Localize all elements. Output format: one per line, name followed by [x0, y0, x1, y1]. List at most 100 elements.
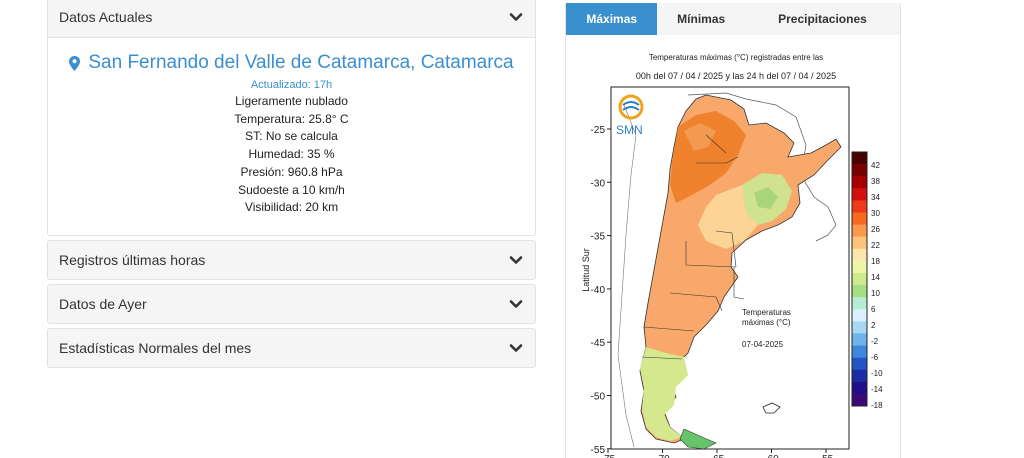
scale-swatch [852, 188, 867, 201]
sky-condition: Ligeramente nublado [235, 94, 348, 108]
scale-swatch [852, 272, 867, 286]
scale-label: 22 [871, 241, 880, 250]
chevron-down-icon[interactable] [509, 297, 523, 311]
y-tick-label: -55 [591, 445, 606, 456]
map-title-line2: 00h del 07 / 04 / 2025 y las 24 h del 07… [636, 71, 836, 81]
smn-logo-icon [618, 94, 644, 120]
scale-swatch [852, 285, 867, 298]
sensacion-termica: ST: No se calcula [245, 129, 338, 144]
scale-label: 18 [871, 257, 880, 266]
axis-ticks: -25-30-35-40-45-50-55-75-70-65-60-55 [591, 125, 834, 458]
scale-label: 10 [871, 289, 880, 298]
visibility: Visibilidad: 20 km [244, 200, 339, 215]
map-date: 07-04-2025 [742, 340, 783, 349]
x-tick-label: -55 [819, 454, 834, 458]
scale-label: 2 [871, 321, 876, 330]
scale-swatch [852, 212, 867, 225]
scale-swatch [852, 297, 867, 310]
scale-swatch [852, 333, 867, 346]
scale-label: 14 [871, 273, 880, 282]
temperature-map: Temperaturas máximas (°C) registradas en… [581, 53, 883, 458]
smn-logo-waves [622, 101, 640, 111]
chile-coast [617, 104, 637, 448]
weather-info: Ligeramente nublado Temperatura: 25.8° C… [48, 93, 535, 217]
y-tick-label: -30 [591, 178, 606, 189]
scale-label: -2 [871, 337, 879, 346]
scale-swatch [852, 321, 867, 334]
datos-actuales-body: San Fernando del Valle de Catamarca, Cat… [48, 37, 535, 235]
x-tick-label: -60 [764, 454, 779, 458]
color-scale: 42 38 34 30 26 22 18 14 10 6 2 -2 -6 -10 -14 -18 [851, 151, 883, 410]
map-marker-icon [69, 55, 81, 71]
scale-label: 30 [871, 209, 880, 218]
chevron-down-icon[interactable] [509, 253, 523, 267]
scale-label: 38 [871, 177, 880, 186]
y-tick-label: -45 [591, 338, 606, 349]
estadisticas-title: Estadísticas Normales del mes [59, 340, 252, 356]
province-borders [641, 134, 745, 360]
datos-ayer-title: Datos de Ayer [59, 296, 147, 312]
scale-label: -18 [871, 401, 883, 410]
y-axis-label: Latitud Sur [581, 248, 591, 292]
legend-label-line1: Temperaturas [742, 308, 791, 317]
scale-swatch [852, 381, 867, 395]
x-tick-label: -75 [601, 454, 616, 458]
location-name: San Fernando del Valle de Catamarca, Cat… [88, 52, 514, 73]
pale-zone [698, 185, 758, 249]
scale-swatch [852, 224, 867, 237]
scale-label: 6 [871, 305, 876, 314]
datos-ayer-header[interactable]: Datos de Ayer [48, 285, 535, 323]
y-tick-label: -25 [591, 125, 606, 136]
smn-logo-text: SMN [616, 123, 643, 137]
scale-label: -6 [871, 353, 879, 362]
estadisticas-panel[interactable]: Estadísticas Normales del mes [47, 328, 536, 368]
map-tabs: Máximas Mínimas Precipitaciones [566, 3, 900, 35]
estadisticas-header[interactable]: Estadísticas Normales del mes [48, 329, 535, 367]
scale-label: 42 [871, 161, 880, 170]
temperature: Temperatura: 25.8° C [234, 111, 349, 126]
map-title-line1: Temperaturas máximas (°C) registradas en… [649, 53, 823, 62]
y-tick-label: -35 [591, 232, 606, 243]
malvinas [762, 402, 781, 414]
tab-precipitaciones[interactable]: Precipitaciones [778, 12, 867, 26]
datos-actuales-title: Datos Actuales [59, 9, 153, 25]
warm-zone-inner [684, 123, 716, 151]
tab-minimas[interactable]: Mínimas [677, 12, 726, 26]
datos-actuales-panel: Datos Actuales San Fernando del Valle de… [47, 0, 536, 236]
scale-swatch [852, 345, 867, 358]
updated-time: Actualizado: 17h [250, 79, 333, 91]
scale-swatch [852, 260, 867, 274]
wind: Sudoeste a 10 km/h [238, 182, 345, 197]
temperature-map-panel: Máximas Mínimas Precipitaciones Temperat… [565, 3, 901, 458]
scale-swatch [852, 393, 867, 407]
tab-maximas[interactable]: Máximas [566, 3, 658, 35]
datos-ayer-panel[interactable]: Datos de Ayer [47, 284, 536, 324]
scale-swatch [852, 236, 867, 250]
y-tick-label: -40 [591, 285, 606, 296]
registros-panel[interactable]: Registros últimas horas [47, 240, 536, 280]
scale-label: 34 [871, 193, 880, 202]
scale-swatch [852, 152, 867, 165]
y-tick-label: -50 [591, 392, 606, 403]
cool-zone-patagonia [640, 347, 688, 441]
registros-header[interactable]: Registros últimas horas [48, 241, 535, 279]
scale-label: 26 [871, 225, 880, 234]
scale-label: -10 [871, 369, 883, 378]
tierra-del-fuego [679, 428, 717, 450]
scale-swatch [852, 164, 867, 177]
scale-swatch [852, 309, 867, 322]
scale-frame [851, 151, 868, 407]
cool-zone-core [754, 187, 778, 209]
scale-swatch [852, 200, 867, 213]
scale-swatch [852, 357, 867, 371]
datos-actuales-header[interactable]: Datos Actuales [48, 0, 535, 37]
chevron-down-icon[interactable] [509, 341, 523, 355]
location-row: San Fernando del Valle de Catamarca, Cat… [48, 52, 535, 74]
registros-title: Registros últimas horas [59, 252, 206, 268]
x-tick-label: -70 [655, 454, 670, 458]
scale-swatch [852, 369, 867, 383]
chevron-down-icon[interactable] [509, 10, 523, 24]
legend-label-line2: máximas (°C) [742, 318, 791, 327]
x-tick-label: -65 [710, 454, 725, 458]
scale-label: -14 [871, 385, 883, 394]
